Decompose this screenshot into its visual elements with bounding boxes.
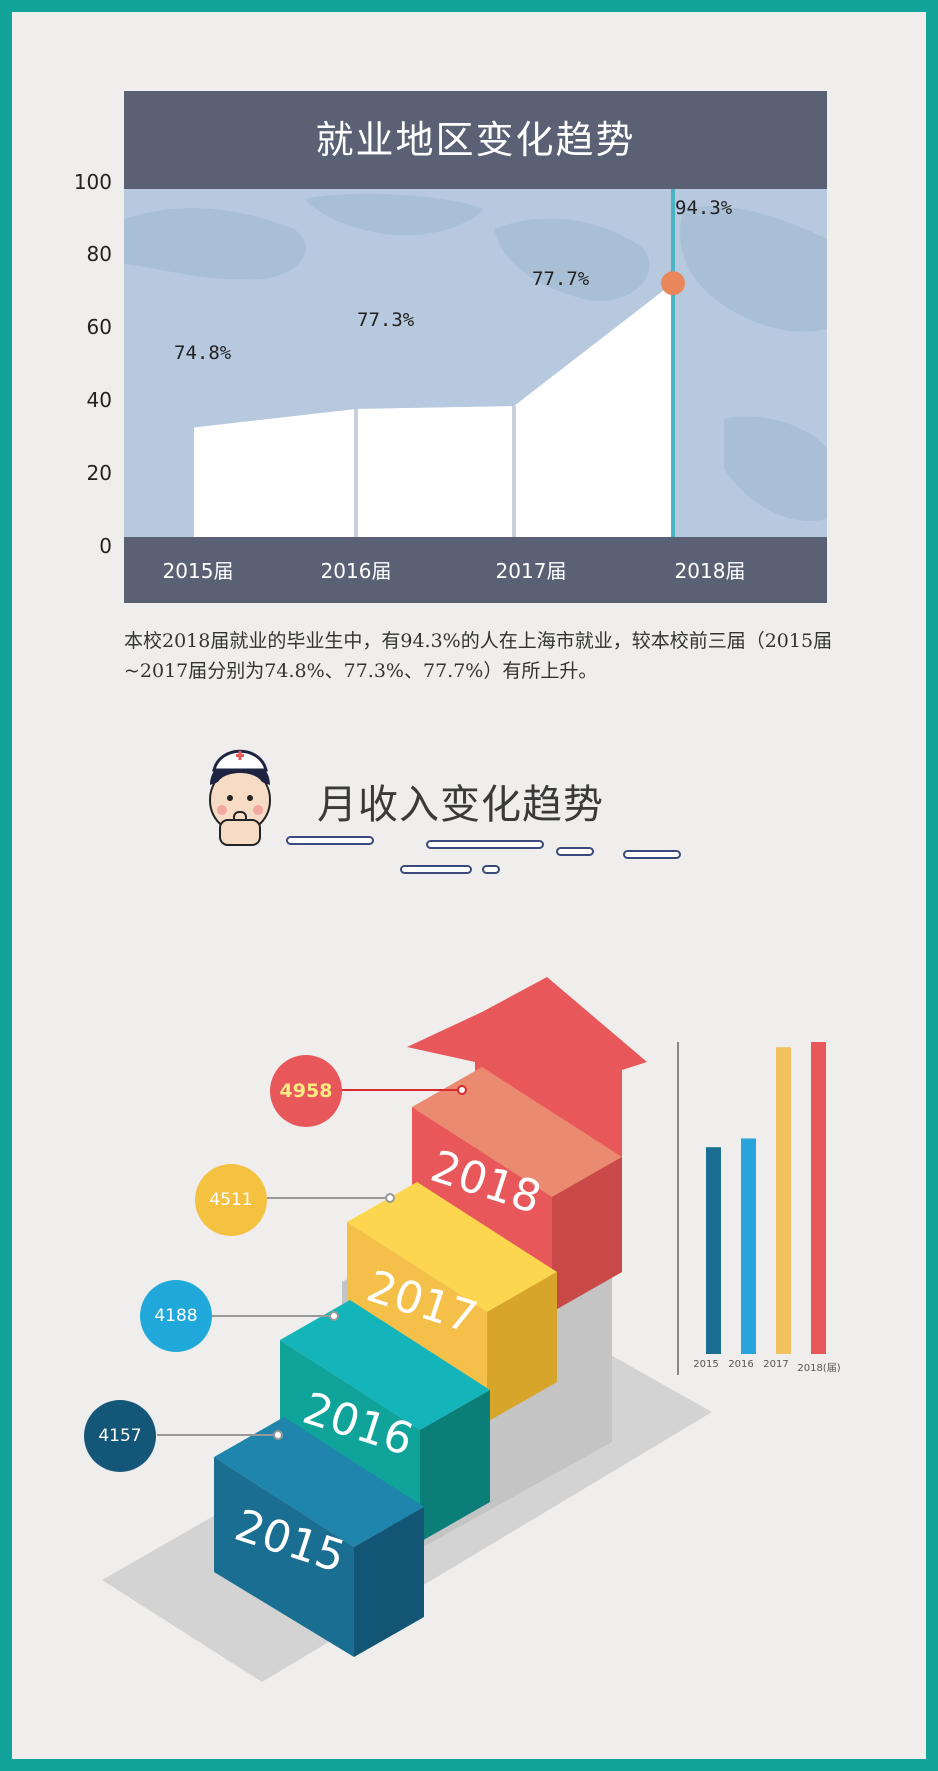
y-tick-label: 40 — [86, 388, 112, 412]
value-circle-2015: 4157 — [84, 1400, 156, 1472]
employment-region-card: 就业地区变化趋势 2015届 2016届 2017届 2018届 — [124, 91, 827, 603]
y-tick-label: 0 — [99, 534, 112, 558]
x-axis-bar: 2015届 2016届 2017届 2018届 — [124, 537, 827, 603]
map-background — [124, 193, 827, 521]
value-circle-2018: 4958 — [270, 1055, 342, 1127]
bar-chart-svg — [706, 1042, 826, 1354]
area-chart-svg — [194, 189, 685, 537]
bar-2017 — [776, 1047, 791, 1354]
data-point-2018 — [661, 271, 685, 296]
area-fill — [194, 283, 673, 537]
y-tick-label: 60 — [86, 315, 112, 339]
decorative-dash — [623, 850, 681, 859]
bar-2015 — [706, 1147, 721, 1354]
nurse-avatar-icon — [209, 749, 271, 846]
page-frame: 就业地区变化趋势 2015届 2016届 2017届 2018届 100 80 … — [12, 12, 926, 1759]
x-tick-label: 2017届 — [495, 559, 567, 583]
bar-2016 — [741, 1138, 756, 1354]
x-tick-label: 2018届 — [674, 559, 746, 583]
value-circle-2016: 4188 — [140, 1280, 212, 1352]
chart-title: 就业地区变化趋势 — [124, 91, 827, 189]
description-text: 本校2018届就业的毕业生中，有94.3%的人在上海市就业，较本校前三届（201… — [124, 630, 833, 682]
y-tick-label: 80 — [86, 242, 112, 266]
bar-category-label: 2016 — [728, 1359, 754, 1370]
data-label: 77.7% — [532, 268, 590, 290]
plot-area — [124, 189, 827, 537]
data-label: 74.8% — [174, 342, 232, 364]
decorative-dash — [400, 865, 472, 874]
x-tick-label: 2016届 — [320, 559, 392, 583]
y-tick-label: 100 — [73, 170, 112, 194]
decorative-dash — [286, 836, 374, 845]
y-tick-label: 20 — [86, 461, 112, 485]
decorative-dash — [482, 865, 500, 874]
bar-category-label: 2018(届) — [797, 1363, 841, 1374]
x-tick-label: 2015届 — [162, 559, 234, 583]
bar-category-label: 2017 — [763, 1359, 789, 1370]
bar-chart-axis — [677, 1042, 679, 1375]
bar-2018 — [811, 1042, 826, 1354]
staircase-illustration — [102, 977, 712, 1682]
bar-category-label: 2015 — [693, 1359, 719, 1370]
section2-title: 月收入变化趋势 — [317, 782, 604, 828]
leader-lines — [157, 1085, 467, 1440]
value-circle-2017: 4511 — [195, 1164, 267, 1236]
data-label: 77.3% — [357, 309, 415, 331]
decorative-dash — [426, 840, 544, 849]
decorative-dash — [556, 847, 594, 856]
data-label: 94.3% — [675, 197, 733, 219]
